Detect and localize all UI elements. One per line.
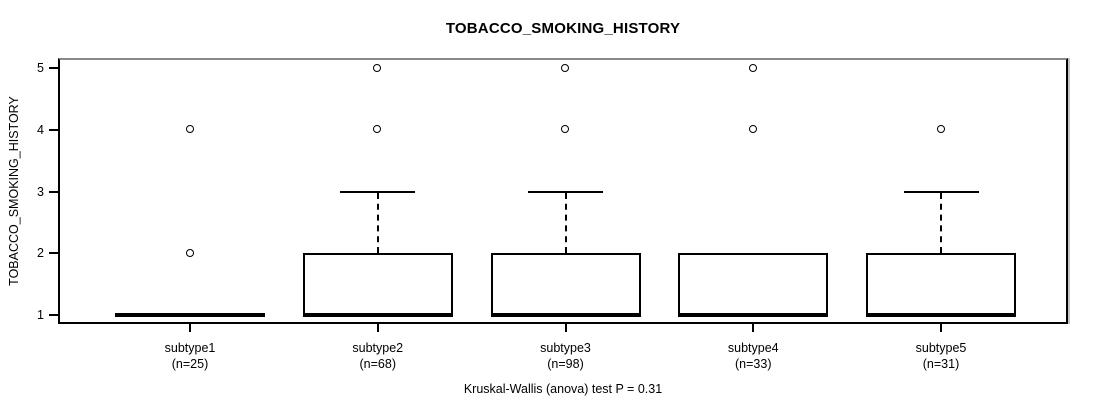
x-category-count: (n=98) <box>547 356 584 371</box>
outlier-point <box>936 125 945 134</box>
y-tick-mark <box>49 128 58 131</box>
upper-whisker <box>376 192 379 254</box>
x-tick-mark <box>940 324 942 332</box>
x-tick-mark <box>189 324 191 332</box>
x-category-label: subtype4 (n=33) <box>673 341 833 372</box>
outlier-point <box>373 63 382 72</box>
upper-whisker-cap <box>340 190 416 193</box>
upper-whisker <box>564 192 567 254</box>
x-tick-mark <box>752 324 755 332</box>
median-line <box>490 313 641 317</box>
x-category-count: (n=25) <box>171 356 209 371</box>
outlier-point <box>185 125 194 134</box>
y-tick-label: 3 <box>37 184 44 199</box>
x-category-name: subtype1 <box>164 341 216 355</box>
upper-whisker-cap <box>528 190 603 193</box>
outlier-point <box>561 125 569 134</box>
chart-title: TOBACCO_SMOKING_HISTORY <box>445 20 681 37</box>
outlier-point <box>373 125 382 134</box>
x-category-name: subtype5 <box>915 341 967 355</box>
x-category-label: subtype3 (n=98) <box>486 341 646 372</box>
y-tick-mark <box>49 314 58 316</box>
y-tick-label: 1 <box>37 308 44 322</box>
box <box>302 253 453 315</box>
x-category-count: (n=68) <box>359 356 396 371</box>
y-tick-label: 4 <box>37 122 44 137</box>
x-category-name: subtype4 <box>727 341 779 355</box>
y-tick-mark <box>49 67 58 69</box>
y-tick-label: 2 <box>37 246 44 261</box>
outlier-point <box>561 63 569 72</box>
median-line <box>302 313 453 317</box>
x-category-count: (n=31) <box>922 356 960 371</box>
x-category-name: subtype3 <box>540 341 591 355</box>
upper-whisker-cap <box>903 190 979 193</box>
y-tick-mark <box>49 190 58 193</box>
x-tick-mark <box>564 324 567 332</box>
x-category-count: (n=33) <box>735 356 772 371</box>
outlier-point <box>185 248 194 257</box>
y-tick-label: 5 <box>37 61 44 75</box>
box <box>490 253 641 315</box>
x-category-label: subtype5 (n=31) <box>861 341 1021 372</box>
median-line <box>115 313 265 317</box>
box <box>866 253 1016 315</box>
stat-test-annotation: Kruskal-Wallis (anova) test P = 0.31 <box>463 382 663 396</box>
median-line <box>678 313 829 317</box>
x-tick-mark <box>376 324 379 332</box>
outlier-point <box>748 63 757 72</box>
y-tick-mark <box>49 252 58 255</box>
median-line <box>866 313 1016 317</box>
x-category-label: subtype2 (n=68) <box>298 341 458 372</box>
outlier-point <box>748 125 757 134</box>
upper-whisker <box>940 192 942 254</box>
x-category-label: subtype1 (n=25) <box>110 341 270 372</box>
x-category-name: subtype2 <box>352 341 404 355</box>
box <box>678 253 829 315</box>
